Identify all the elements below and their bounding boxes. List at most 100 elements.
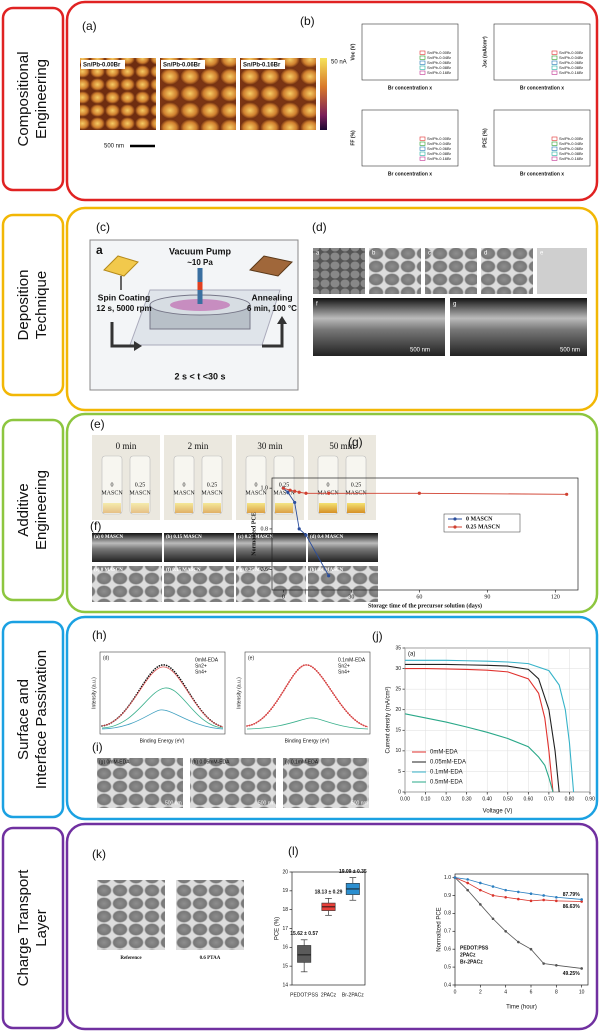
spectrum-points [101,664,224,728]
y-tick-label: 5 [398,769,401,775]
sn2-peak [101,687,224,729]
data-point [491,885,495,888]
time-label: 2 s < t <30 s [174,371,225,381]
scale-label: 500 nm [165,800,182,806]
data-point [580,967,583,970]
y-tick-label: 0.6 [261,567,269,573]
step-label: Annealing [251,292,292,302]
colorbar-label: 50 nA [331,60,347,66]
vial-label: MASCN [173,490,195,496]
data-point [479,903,482,906]
vial-label: MASCN [201,490,223,496]
image-label: (i) 0.1mM-EDA [285,759,319,765]
data-point [504,895,507,899]
x-axis-label: Storage time of the precursor solution (… [368,602,482,609]
sem-image [236,566,306,602]
vial-label: MASCN [129,490,151,496]
liquid [103,503,121,513]
section-label-box [1,826,65,1030]
label-box [161,60,205,69]
x-tick-label: 0.90 [585,796,595,802]
y-tick-label: 0.8 [444,911,451,917]
data-point [529,947,533,951]
section-frame [65,206,599,412]
y-tick-label: 15 [282,963,288,969]
legend-swatch [551,65,558,70]
panels: (a) Sn/Pb-0.00Br Sn/Pb-0.06Br Sn/Pb-0.16… [80,14,591,961]
colorbar [320,58,327,130]
legend-swatch [419,55,426,60]
data-point [555,895,558,899]
diagram-tag: a [96,243,103,257]
legend-swatch [419,141,426,146]
vial [101,455,123,515]
legend-swatch [419,136,426,141]
y-tick-label: 20 [395,707,401,713]
sem-image [176,880,244,950]
series-line [404,713,554,793]
section-label-box [1,213,65,397]
panel-letter: (b) [300,14,315,28]
value-label: 86.63% [563,904,581,910]
y-tick-label: 1.0 [261,486,269,492]
x-tick-label: 2 [479,989,482,995]
image-label: Sn/Pb-0.00Br [83,63,121,69]
legend-label: Sn/Pb-0.08Br [559,65,584,70]
x-tick-label: 10 [579,989,585,995]
y-tick-label: 15 [395,728,401,734]
sem-image [308,566,378,602]
cross-section [313,298,445,356]
image-tag: c [428,251,431,257]
image-tag: d [484,251,487,257]
image-label: Sn/Pb-0.16Br [243,63,281,69]
arrow [262,324,284,348]
vial [201,455,223,515]
legend-label: Sn/Pb-0.08Br [559,151,584,156]
y-axis-label: Intensity (a.u.) [91,677,97,709]
x-tick-label: Br-2PACz [342,992,364,998]
section-label: Interface Passivation [33,650,50,789]
step-detail: 12 s, 5000 rpm [96,304,151,313]
cross-section [164,533,234,562]
x-axis-label: Binding Energy (eV) [285,738,330,744]
substrate [170,299,230,311]
cross-section [450,298,587,356]
x-tick-label: PEDOT:PSS [290,992,319,998]
x-tick-label: 90 [484,594,490,600]
liquid [175,503,193,513]
annotation: 15.62 ± 0.57 [290,931,318,937]
legend-label: Sn/Pb-0.06Br [559,146,584,151]
legend-marker [453,525,457,529]
pressure-label: ~10 Pa [187,258,213,267]
liquid [275,503,293,513]
data-point [517,897,520,901]
x-tick-label: 4 [504,989,507,995]
x-tick-label: 0 [282,594,285,600]
data-point [491,917,495,921]
sem-image [97,758,183,808]
mini-plot-frame [493,23,591,81]
data-point [542,894,545,897]
vial-label: 0 [255,482,258,488]
panel-letter: (f) [90,519,101,533]
x-axis-label: Br concentration x [388,85,432,91]
legend-swatch [551,136,558,141]
legend-label: Sn/Pb-0.16Br [427,70,452,75]
data-point [555,899,558,903]
series-line [405,663,560,793]
vial-label: 0.25 [135,482,146,488]
sem-image [283,758,369,808]
panel-letter: (c) [96,220,110,234]
sem-image [481,248,533,294]
image-tag: g [453,302,456,308]
section-label: Compositional [15,51,32,146]
data-point [293,489,297,493]
section-label-box [1,418,65,602]
vial [345,455,367,515]
x-tick-label: 0.20 [441,796,451,802]
legend-label: 2PACz [460,952,476,958]
spin-coater [103,255,139,277]
